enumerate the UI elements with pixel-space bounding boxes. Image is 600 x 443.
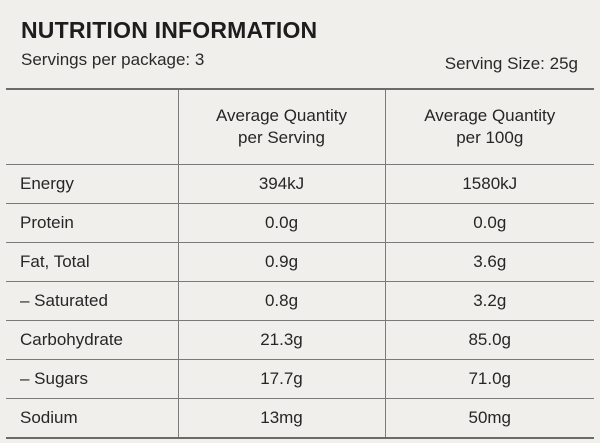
header-per-serving-line2: per Serving — [238, 128, 325, 147]
table-header-row: Average Quantity per Serving Average Qua… — [6, 88, 594, 165]
header-per-100g: Average Quantity per 100g — [384, 88, 594, 165]
table-row: – Saturated 0.8g 3.2g — [6, 281, 594, 321]
per-100g-value: 3.6g — [384, 242, 594, 282]
per-serving-value: 0.8g — [177, 281, 386, 321]
per-serving-value: 21.3g — [177, 320, 386, 360]
per-serving-value: 394kJ — [177, 164, 386, 204]
nutrient-label: Protein — [6, 203, 179, 243]
per-serving-value: 17.7g — [177, 359, 386, 399]
per-serving-value: 0.9g — [177, 242, 386, 282]
header-nutrient — [6, 88, 179, 165]
header-per-100g-line1: Average Quantity — [424, 106, 556, 125]
per-serving-value: 13mg — [177, 398, 386, 439]
per-100g-value: 1580kJ — [384, 164, 594, 204]
nutrient-label: Energy — [6, 164, 179, 204]
table-row: – Sugars 17.7g 71.0g — [6, 359, 594, 399]
table-row: Carbohydrate 21.3g 85.0g — [6, 320, 594, 360]
header-per-100g-line2: per 100g — [456, 128, 524, 147]
nutrient-label: – Sugars — [6, 359, 179, 399]
servings-per-package: Servings per package: 3 — [21, 50, 205, 69]
per-100g-value: 71.0g — [384, 359, 594, 399]
nutrient-label: – Saturated — [6, 281, 179, 321]
nutrient-label: Carbohydrate — [6, 320, 179, 360]
nutrient-label: Fat, Total — [6, 242, 179, 282]
per-serving-value: 0.0g — [177, 203, 386, 243]
nutrition-table: Average Quantity per Serving Average Qua… — [6, 88, 594, 439]
serving-size: Serving Size: 25g — [444, 54, 578, 73]
table-row: Energy 394kJ 1580kJ — [6, 164, 594, 204]
per-100g-value: 50mg — [384, 398, 594, 439]
per-100g-value: 0.0g — [384, 203, 594, 243]
table-row: Sodium 13mg 50mg — [6, 398, 594, 439]
panel-title: NUTRITION INFORMATION — [21, 17, 318, 43]
nutrient-label: Sodium — [6, 398, 179, 439]
per-100g-value: 85.0g — [384, 320, 594, 360]
table-row: Fat, Total 0.9g 3.6g — [6, 242, 594, 282]
header-per-serving: Average Quantity per Serving — [177, 88, 386, 165]
per-100g-value: 3.2g — [384, 281, 594, 321]
table-row: Protein 0.0g 0.0g — [6, 203, 594, 243]
header-per-serving-line1: Average Quantity — [215, 106, 348, 125]
